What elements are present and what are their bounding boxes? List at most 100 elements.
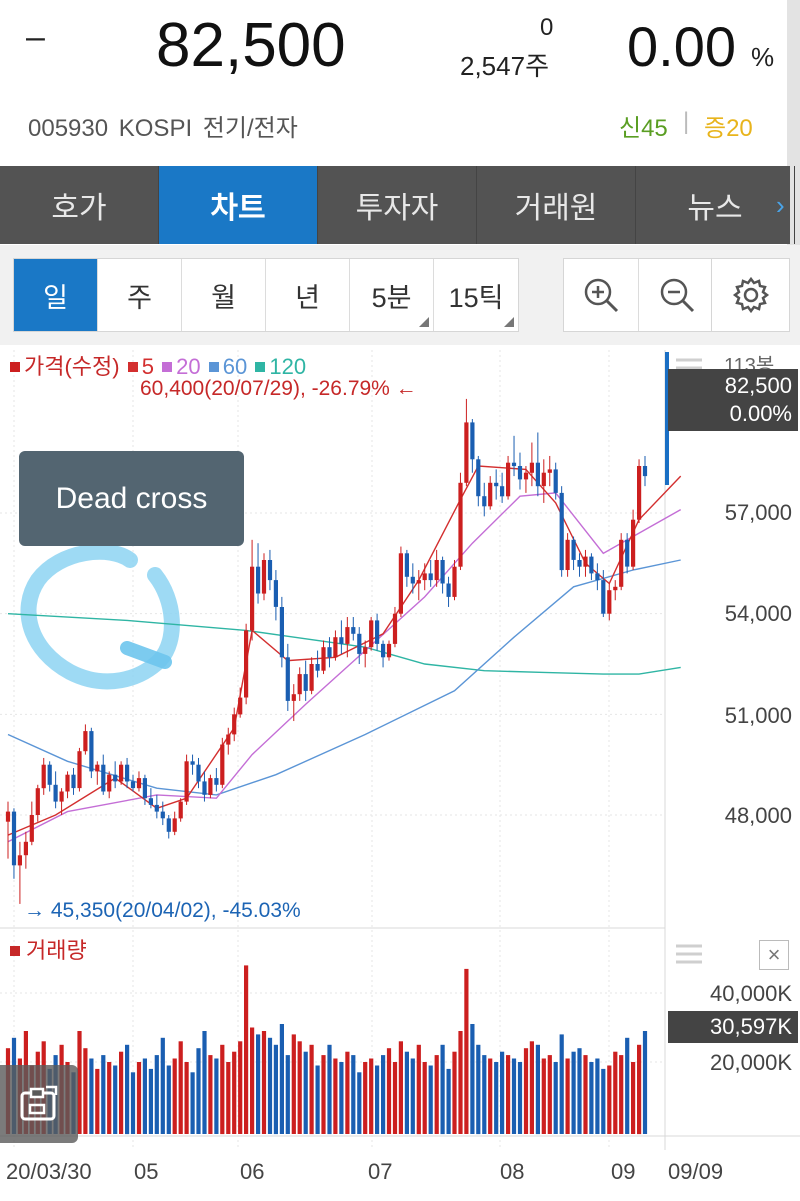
candle-body	[583, 556, 588, 567]
price-change: 0	[540, 14, 554, 41]
main-tabs: 호가 차트 투자자 거래원 뉴스	[0, 166, 795, 244]
volume-bar	[327, 1044, 332, 1135]
period-selector: 일 주 월 년 5분 15틱	[13, 258, 519, 332]
period-month-button[interactable]: 월	[182, 259, 266, 331]
legend-swatch	[208, 362, 219, 373]
screenshot-button[interactable]	[0, 1065, 78, 1143]
candle-body	[214, 778, 219, 785]
candle-body	[381, 643, 386, 658]
volume-bar	[511, 1058, 517, 1134]
volume-bar	[464, 968, 469, 1134]
settings-button[interactable]	[711, 258, 790, 332]
candle-body	[315, 664, 320, 671]
candle-body	[541, 472, 546, 487]
current-price-pct: 0.00%	[729, 401, 792, 426]
dropdown-triangle-icon	[419, 317, 429, 327]
volume-bar	[369, 1058, 374, 1134]
candle-body	[595, 573, 600, 581]
candle-body	[196, 764, 201, 782]
volume-bar	[273, 1044, 278, 1135]
period-label: 주	[127, 282, 152, 313]
volume-bar	[619, 1055, 624, 1134]
zoom-out-button[interactable]	[639, 259, 714, 331]
current-volume-tag: 30,597K	[668, 1011, 798, 1043]
legend-swatch	[10, 362, 20, 373]
volume-bar	[595, 1058, 600, 1134]
volume-bar	[488, 1058, 493, 1134]
candle-body	[577, 560, 582, 567]
candle-body	[642, 466, 648, 477]
tab-chart[interactable]: 차트	[159, 166, 318, 244]
candle-body	[506, 462, 511, 497]
candle-body	[339, 637, 344, 644]
volume-bar	[637, 1044, 642, 1135]
candle-body	[482, 496, 487, 507]
candle-body	[273, 580, 278, 607]
volume-bar	[136, 1062, 142, 1134]
period-day-button[interactable]: 일	[14, 259, 98, 331]
legend-ma5: 5	[141, 354, 154, 379]
period-tick-button[interactable]: 15틱	[434, 259, 518, 331]
candle-body	[297, 674, 302, 695]
tab-news[interactable]: 뉴스	[636, 166, 795, 244]
ma120-line	[7, 613, 681, 675]
candle-body	[136, 778, 142, 789]
candle-body	[101, 764, 106, 792]
candle-body	[446, 583, 451, 597]
period-label: 15틱	[448, 282, 504, 313]
volume-bar	[220, 1044, 225, 1135]
tab-quote[interactable]: 호가	[0, 166, 159, 244]
volume-bar	[101, 1055, 106, 1134]
badge-new: 신45	[619, 115, 668, 142]
y-axis-label: 51,000	[724, 703, 792, 728]
candle-body	[23, 841, 28, 856]
badge-separator: |	[683, 108, 690, 135]
candle-body	[83, 731, 88, 752]
volume-bars	[5, 965, 648, 1135]
tab-broker[interactable]: 거래원	[477, 166, 636, 244]
volume-bar	[148, 1068, 153, 1134]
volume-bar	[517, 1062, 523, 1134]
volume-bar	[321, 1055, 326, 1134]
zoom-in-button[interactable]	[564, 259, 639, 331]
volume-bar	[315, 1065, 320, 1134]
volume-bar	[446, 1068, 451, 1134]
x-axis-label: 06	[240, 1159, 265, 1184]
period-minute-button[interactable]: 5분	[350, 259, 434, 331]
candle-body	[619, 539, 624, 587]
volume-bar	[458, 1031, 463, 1134]
candle-body	[53, 784, 58, 802]
candle-body	[410, 576, 415, 584]
candle-body	[440, 560, 445, 584]
period-week-button[interactable]: 주	[98, 259, 182, 331]
candle-body	[256, 566, 261, 594]
candle-body	[267, 560, 273, 581]
candle-body	[565, 539, 570, 570]
candle-body	[416, 580, 421, 584]
volume-bar	[113, 1065, 118, 1134]
candle-body	[190, 761, 195, 765]
volume-legend: 거래량	[8, 933, 87, 965]
volume-bar	[357, 1072, 362, 1134]
volume-bar	[482, 1055, 487, 1134]
x-axis-label: 05	[134, 1159, 159, 1184]
candle-body	[17, 855, 22, 866]
x-axis-label: 07	[368, 1159, 393, 1184]
zoom-out-icon	[660, 278, 694, 313]
candle-body	[547, 469, 552, 473]
candle-body	[351, 627, 356, 634]
close-volume-button[interactable]: ×	[759, 940, 789, 970]
volume-label: 거래량	[26, 938, 87, 963]
volume-bar	[398, 1041, 403, 1134]
volume-bar	[577, 1048, 582, 1134]
current-price: 82,500	[156, 11, 346, 80]
volume-bar	[625, 1037, 630, 1134]
chevron-right-icon[interactable]: ›	[776, 190, 785, 220]
volume-bar	[607, 1065, 612, 1134]
volume-bar	[351, 1055, 356, 1134]
candle-body	[65, 774, 70, 792]
volume-bar	[375, 1065, 380, 1134]
period-year-button[interactable]: 년	[266, 259, 350, 331]
tab-investor[interactable]: 투자자	[318, 166, 477, 244]
volume-bar	[500, 1051, 505, 1134]
